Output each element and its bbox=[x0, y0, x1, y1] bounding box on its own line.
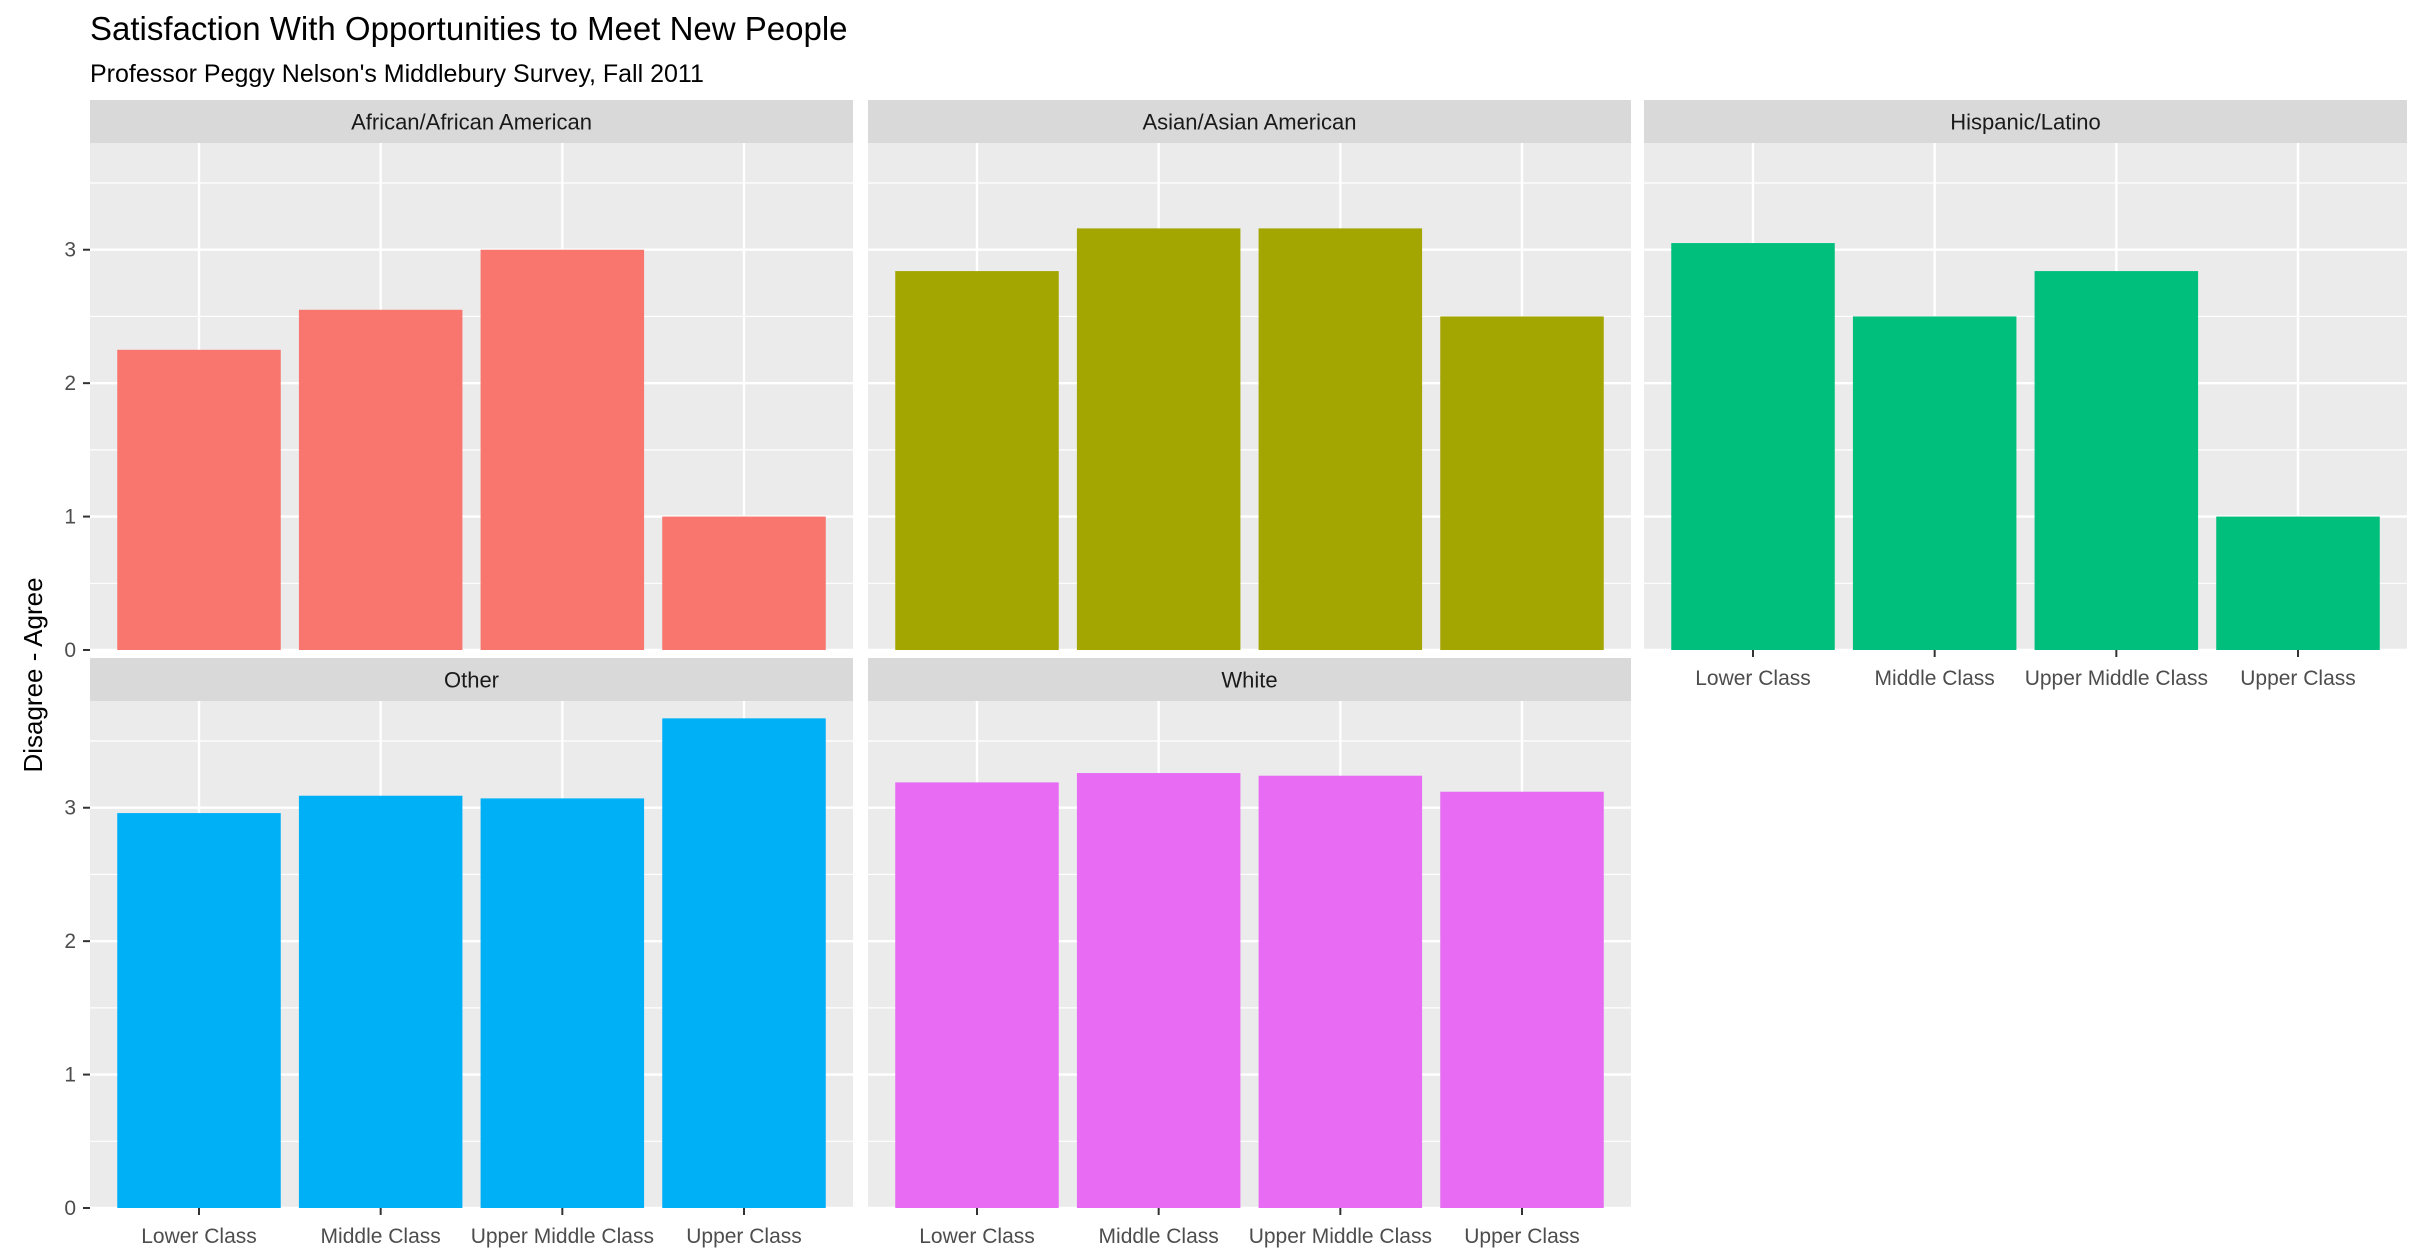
facet-panel: Hispanic/Latino Lower Class Middle Class Up… bbox=[1644, 100, 2407, 690]
facet-panel: White Lower Class Middle Class Upper Middle… bbox=[868, 658, 1631, 1248]
bar bbox=[895, 271, 1059, 650]
x-tick-label: Upper Middle Class bbox=[2025, 667, 2208, 690]
bar bbox=[117, 349, 281, 650]
bar bbox=[1076, 228, 1241, 651]
x-tick-label: Middle Class bbox=[1875, 667, 1995, 690]
bar bbox=[1671, 243, 1835, 650]
facet-strip-label: White bbox=[1221, 668, 1277, 693]
y-tick-label: 2 bbox=[64, 930, 76, 953]
bar bbox=[480, 798, 645, 1208]
facet-panel: Asian/Asian American bbox=[868, 100, 1631, 652]
bar bbox=[480, 249, 645, 650]
facet-panels: African/African American 0 1 2 3 Asian/Asian … bbox=[64, 100, 2407, 1248]
bar bbox=[1440, 791, 1604, 1208]
x-tick-label: Lower Class bbox=[1695, 667, 1811, 690]
bar bbox=[1258, 228, 1423, 651]
facet-strip bbox=[868, 100, 1631, 143]
bar bbox=[2216, 516, 2380, 650]
bar bbox=[1440, 316, 1604, 650]
y-tick-label: 1 bbox=[64, 506, 76, 529]
y-axis-title: Disagree - Agree bbox=[18, 577, 48, 772]
facet-strip-label: African/African American bbox=[351, 110, 592, 135]
facet-strip bbox=[1644, 100, 2407, 143]
chart-title: Satisfaction With Opportunities to Meet … bbox=[90, 10, 848, 47]
y-tick-label: 1 bbox=[64, 1064, 76, 1087]
facet-strip bbox=[90, 658, 853, 701]
y-tick-label: 0 bbox=[64, 639, 76, 662]
x-tick-label: Upper Middle Class bbox=[471, 1225, 654, 1248]
chart-subtitle: Professor Peggy Nelson's Middlebury Surv… bbox=[90, 60, 704, 88]
facet-strip bbox=[868, 658, 1631, 701]
bar bbox=[2034, 271, 2199, 650]
x-tick-label: Upper Class bbox=[686, 1225, 802, 1248]
x-tick-label: Lower Class bbox=[141, 1225, 257, 1248]
facet-strip-label: Hispanic/Latino bbox=[1950, 110, 2100, 135]
x-tick-label: Middle Class bbox=[321, 1225, 441, 1248]
facet-strip bbox=[90, 100, 853, 143]
bar bbox=[662, 516, 826, 650]
y-tick-label: 2 bbox=[64, 372, 76, 395]
facet-panel: Other 0 1 2 3 Lower Class Middle Class Upper Mi… bbox=[64, 658, 853, 1248]
bar bbox=[117, 813, 281, 1208]
bar bbox=[1076, 773, 1241, 1208]
bar bbox=[895, 782, 1059, 1208]
x-tick-label: Lower Class bbox=[919, 1225, 1035, 1248]
facet-strip-label: Asian/Asian American bbox=[1143, 110, 1357, 135]
bar bbox=[662, 718, 826, 1208]
x-tick-label: Middle Class bbox=[1099, 1225, 1219, 1248]
y-tick-label: 3 bbox=[64, 239, 76, 262]
y-tick-label: 0 bbox=[64, 1197, 76, 1220]
facet-strip-label: Other bbox=[444, 668, 499, 693]
bar bbox=[298, 795, 463, 1208]
x-tick-label: Upper Class bbox=[2240, 667, 2356, 690]
x-tick-label: Upper Class bbox=[1464, 1225, 1580, 1248]
bar bbox=[298, 309, 463, 650]
bar bbox=[1852, 316, 2017, 650]
x-tick-label: Upper Middle Class bbox=[1249, 1225, 1432, 1248]
bar bbox=[1258, 775, 1423, 1208]
y-tick-label: 3 bbox=[64, 797, 76, 820]
facet-panel: African/African American 0 1 2 3 bbox=[64, 100, 853, 662]
